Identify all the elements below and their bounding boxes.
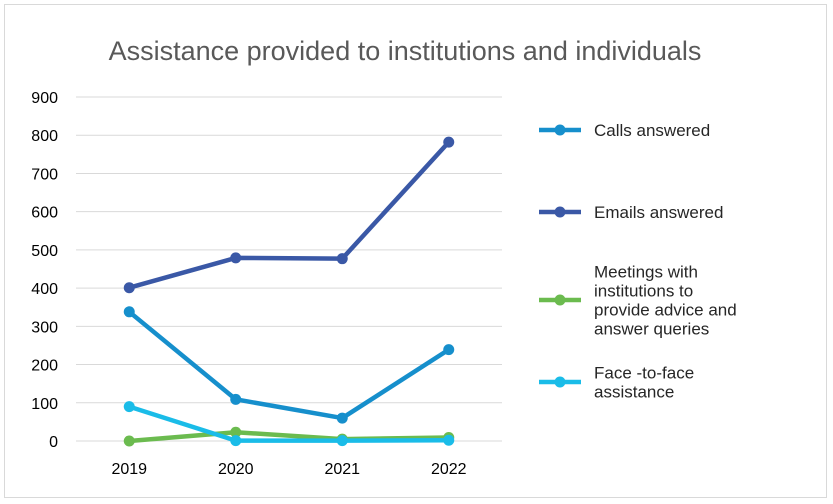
y-tick-label: 500 [31,243,58,260]
y-tick-label: 800 [31,128,58,145]
x-tick-label: 2021 [324,461,360,478]
legend-item: Calls answered [539,121,710,140]
series-group [123,136,455,447]
legend-swatch-marker [554,206,566,218]
legend-item: Emails answered [539,203,723,222]
data-point [443,344,455,356]
y-axis-ticks: 0 100 200 300 400 500 600 700 800 900 [31,90,58,451]
legend-swatch-marker [554,376,566,388]
series-line [127,309,451,421]
legend-swatch-marker [554,124,566,136]
legend: Calls answered Emails answered Meetings wi… [539,121,737,402]
data-point [123,401,135,413]
chart-frame [4,4,827,498]
legend-label: Emails answered [594,203,723,222]
x-tick-label: 2022 [431,461,467,478]
data-point [336,253,348,265]
series-line [127,139,451,290]
legend-label: Face -to-face [594,364,694,383]
legend-label: answer queries [594,320,709,339]
data-point [123,435,135,447]
data-point [123,282,135,294]
y-tick-label: 0 [49,434,58,451]
legend-label: Meetings with [594,263,698,282]
y-tick-label: 200 [31,358,58,375]
legend-label: Calls answered [594,121,710,140]
series-2 [123,426,455,447]
series-0 [123,306,455,424]
data-point [336,435,348,447]
legend-label: assistance [594,383,674,402]
chart-title: Assistance provided to institutions and … [109,36,702,66]
series-3 [123,401,455,447]
data-point [230,426,242,438]
series-line [127,404,451,443]
legend-label: provide advice and [594,301,737,320]
x-tick-label: 2020 [218,461,254,478]
data-point [123,306,135,318]
data-point [230,393,242,405]
y-tick-label: 700 [31,166,58,183]
y-tick-label: 100 [31,396,58,413]
gridlines [76,96,502,442]
data-point [230,435,242,447]
legend-label: institutions to [594,282,693,301]
series-1 [123,136,455,294]
data-point [336,412,348,424]
y-tick-label: 900 [31,90,58,107]
y-tick-label: 400 [31,281,58,298]
data-point [230,252,242,264]
data-point [443,136,455,148]
x-axis-ticks: 2019 2020 2021 2022 [111,461,466,478]
data-point [443,434,455,446]
y-tick-label: 300 [31,319,58,336]
legend-swatch-marker [554,294,566,306]
x-tick-label: 2019 [111,461,147,478]
y-tick-label: 600 [31,205,58,222]
